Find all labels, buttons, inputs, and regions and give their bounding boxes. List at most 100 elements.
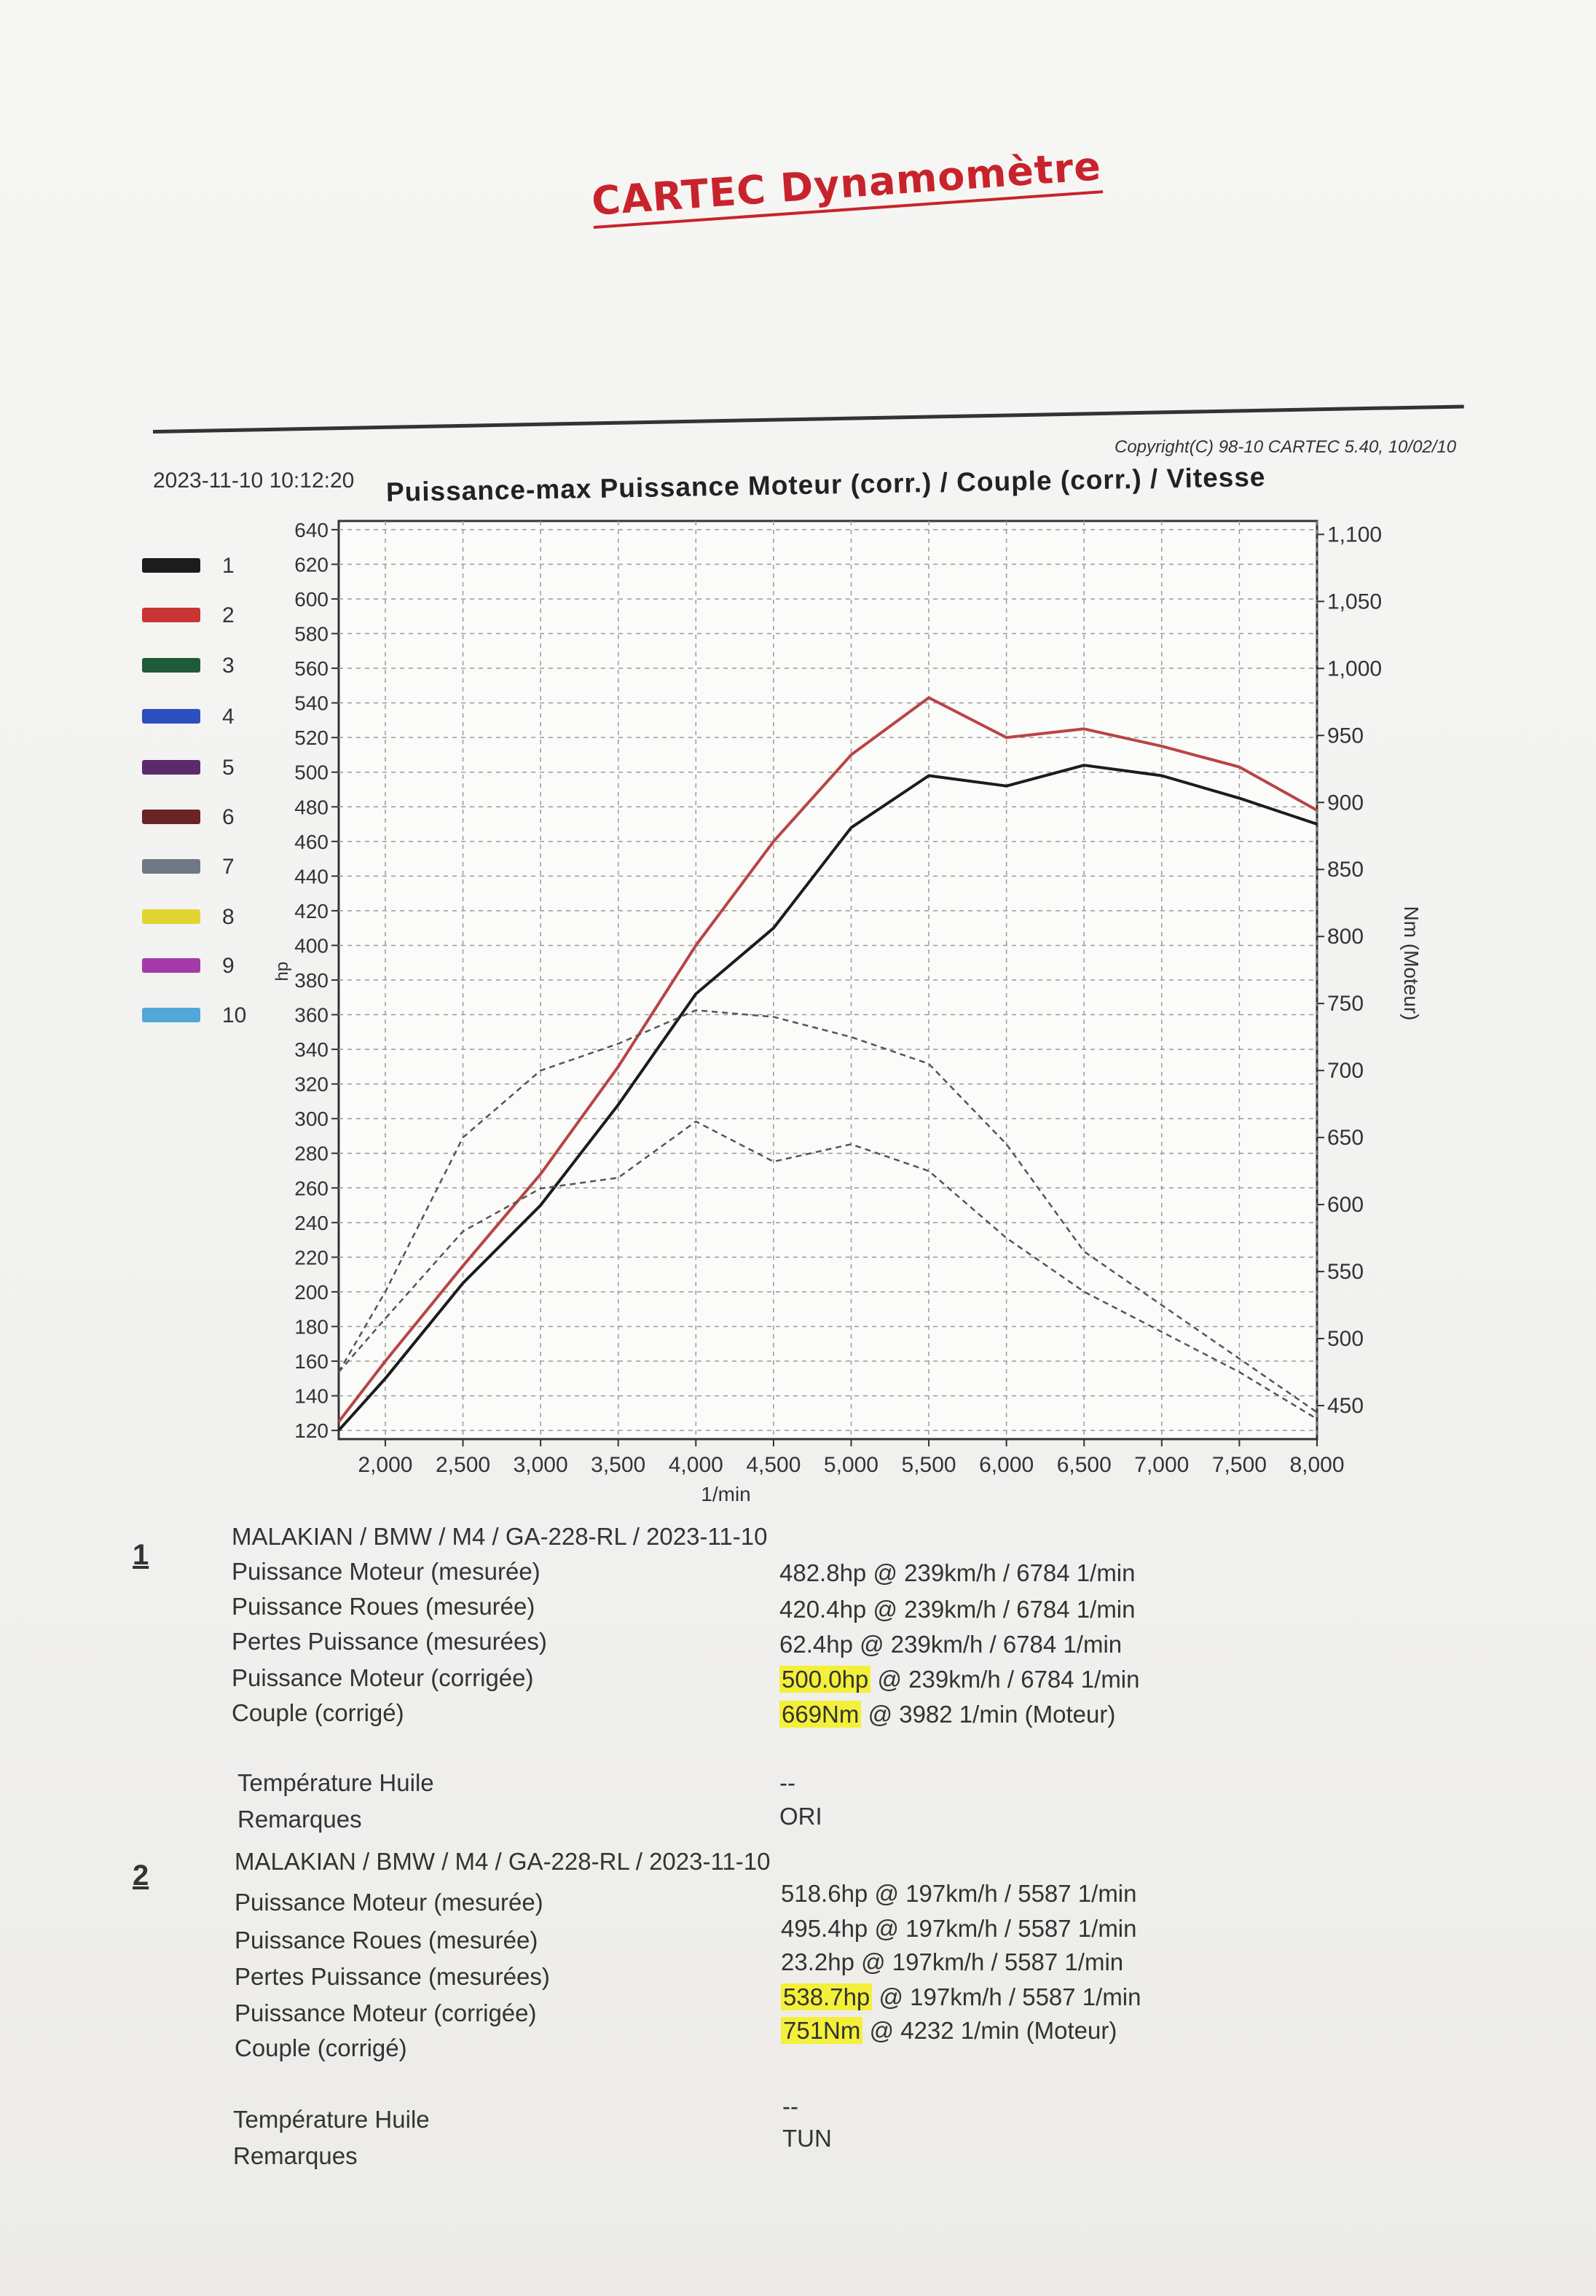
legend-swatch [142, 658, 200, 673]
power-line-run-2 [337, 696, 1318, 1423]
y-axis-label: hp [272, 962, 292, 982]
y-tick-label: 440 [294, 865, 329, 888]
y2-tick-label: 500 [1327, 1327, 1364, 1351]
value-text: 23.2hp [781, 1948, 854, 1975]
y-tick-label: 540 [294, 692, 329, 715]
legend-label: 1 [222, 554, 235, 578]
run-2-row-value: 751Nm @ 4232 1/min (Moteur) [781, 2017, 1117, 2045]
x-tick-label: 6,000 [979, 1453, 1034, 1477]
legend-label: 9 [222, 954, 235, 978]
y-tick-label: 600 [294, 588, 329, 611]
y-tick-label: 460 [294, 831, 329, 853]
detail-text: @ 197km/h / 5587 1/min [878, 1983, 1141, 2010]
run-2-row-label: Puissance Roues (mesurée) [235, 1927, 538, 1954]
x-tick-label: 6,500 [1057, 1453, 1112, 1477]
y2-tick-label: 1,050 [1327, 589, 1382, 614]
detail-text: @ 239km/h / 6784 1/min [873, 1559, 1136, 1586]
y-tick-label: 620 [294, 553, 329, 576]
x-axis-label: 1/min [701, 1483, 750, 1505]
legend-label: 4 [222, 705, 235, 729]
run-1-row-value: 420.4hp @ 239km/h / 6784 1/min [779, 1596, 1136, 1623]
y-tick-label: 280 [294, 1143, 329, 1165]
y2-tick-label: 1,100 [1327, 522, 1382, 546]
y-tick-label: 300 [294, 1108, 329, 1130]
legend-label: 7 [222, 855, 235, 879]
y-tick-label: 580 [294, 623, 329, 646]
legend-item-4: 4 [142, 705, 273, 734]
detail-text: @ 4232 1/min (Moteur) [869, 2017, 1117, 2044]
x-tick-label: 8,000 [1289, 1453, 1344, 1477]
legend-swatch [142, 909, 200, 924]
legend-item-2: 2 [142, 603, 273, 632]
legend-item-5: 5 [142, 756, 273, 785]
legend-swatch [142, 709, 200, 724]
x-tick-label: 4,500 [746, 1453, 801, 1477]
highlighted-value: 500.0hp [779, 1666, 871, 1693]
y-tick-label: 120 [294, 1419, 329, 1442]
run-1-vehicle: MALAKIAN / BMW / M4 / GA-228-RL / 2023-1… [232, 1523, 768, 1550]
detail-text: @ 239km/h / 6784 1/min [873, 1596, 1136, 1623]
legend-label: 5 [222, 756, 235, 780]
y-tick-label: 500 [294, 761, 329, 784]
y-tick-label: 320 [294, 1073, 329, 1096]
x-tick-label: 2,500 [436, 1453, 490, 1477]
run-1-remarks-label: Remarques [237, 1806, 362, 1833]
x-tick-label: 3,000 [514, 1453, 568, 1477]
run-2-remarks-label: Remarques [233, 2142, 358, 2169]
y2-axis-label: Nm (Moteur) [1400, 906, 1423, 1020]
detail-text: @ 197km/h / 5587 1/min [861, 1948, 1124, 1975]
run-number-1: 1 [133, 1539, 149, 1571]
y2-tick-label: 900 [1327, 791, 1364, 815]
legend-label: 10 [222, 1003, 247, 1027]
legend-label: 2 [222, 603, 235, 627]
detail-text: @ 3982 1/min (Moteur) [868, 1701, 1116, 1728]
run-2-row-label: Puissance Moteur (mesurée) [235, 1889, 543, 1916]
y2-tick-label: 950 [1327, 724, 1364, 748]
y-tick-label: 200 [294, 1281, 329, 1304]
value-text: 420.4hp [779, 1596, 867, 1623]
run-1-remarks-value: ORI [779, 1803, 822, 1830]
y-tick-label: 520 [294, 726, 329, 749]
run-2-oil-value: -- [782, 2093, 798, 2120]
y2-tick-label: 750 [1327, 992, 1364, 1016]
detail-text: @ 239km/h / 6784 1/min [860, 1631, 1123, 1658]
y-tick-label: 220 [294, 1246, 329, 1269]
x-tick-label: 3,500 [591, 1453, 645, 1477]
y2-tick-label: 550 [1327, 1260, 1364, 1284]
legend-item-8: 8 [142, 905, 273, 934]
legend-swatch [142, 958, 200, 973]
run-2-row-label: Puissance Moteur (corrigée) [235, 1999, 537, 2026]
run-1-row-label: Puissance Roues (mesurée) [232, 1593, 535, 1620]
y-tick-label: 480 [294, 796, 329, 818]
x-tick-label: 2,000 [358, 1453, 412, 1477]
y2-tick-label: 850 [1327, 858, 1364, 882]
value-text: 495.4hp [781, 1915, 868, 1942]
run-1-oil-value: -- [779, 1769, 795, 1796]
legend-item-3: 3 [142, 654, 273, 683]
x-tick-label: 5,500 [902, 1453, 956, 1477]
run-1-row-label: Couple (corrigé) [232, 1699, 404, 1726]
y2-tick-label: 1,000 [1327, 657, 1382, 681]
y-tick-label: 420 [294, 900, 329, 922]
detail-text: @ 239km/h / 6784 1/min [877, 1666, 1140, 1693]
run-1-row-label: Puissance Moteur (corrigée) [232, 1664, 534, 1691]
y-tick-label: 640 [294, 519, 329, 541]
legend-item-7: 7 [142, 855, 273, 884]
legend-label: 8 [222, 905, 235, 929]
run-2-row-value: 518.6hp @ 197km/h / 5587 1/min [781, 1880, 1137, 1908]
run-1-row-label: Pertes Puissance (mesurées) [232, 1628, 547, 1655]
detail-text: @ 197km/h / 5587 1/min [874, 1880, 1137, 1907]
run-number-2: 2 [133, 1860, 149, 1892]
y-tick-label: 180 [294, 1315, 329, 1338]
copyright-text: Copyright(C) 98-10 CARTEC 5.40, 10/02/10 [1115, 437, 1457, 457]
y-tick-label: 560 [294, 657, 329, 680]
highlighted-value: 669Nm [779, 1701, 862, 1728]
y-tick-label: 240 [294, 1212, 329, 1234]
value-text: 62.4hp [779, 1631, 853, 1658]
run-2-oil-label: Température Huile [233, 2106, 430, 2133]
legend-swatch [142, 760, 200, 775]
legend-item-10: 10 [142, 1003, 273, 1033]
legend-label: 3 [222, 654, 235, 678]
x-tick-label: 5,000 [824, 1453, 878, 1477]
